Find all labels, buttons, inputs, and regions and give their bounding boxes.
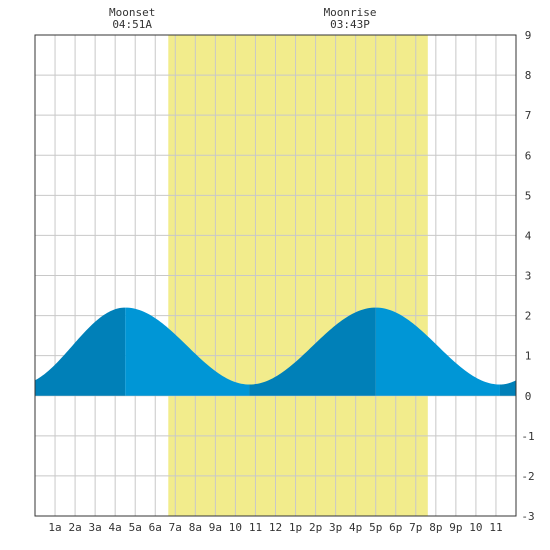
y-tick-label: 6 (525, 149, 532, 162)
y-tick-label: -1 (521, 430, 534, 443)
x-tick-label: 9a (209, 521, 222, 534)
x-tick-label: 11 (249, 521, 262, 534)
x-tick-label: 1a (48, 521, 61, 534)
y-tick-label: 4 (525, 229, 532, 242)
x-tick-label: 6p (389, 521, 402, 534)
x-tick-label: 2p (309, 521, 322, 534)
x-tick-label: 3a (89, 521, 102, 534)
moon-event-time: 03:43P (330, 18, 370, 31)
y-tick-label: -3 (521, 510, 534, 523)
tide-area-falling (125, 307, 250, 396)
x-tick-label: 9p (449, 521, 462, 534)
x-tick-label: 10 (229, 521, 242, 534)
x-tick-label: 12 (269, 521, 282, 534)
x-tick-label: 2a (68, 521, 81, 534)
x-tick-label: 7p (409, 521, 422, 534)
y-tick-label: 3 (525, 270, 532, 283)
x-tick-label: 1p (289, 521, 302, 534)
x-tick-label: 7a (169, 521, 182, 534)
moon-event-label: Moonrise (324, 6, 377, 19)
y-tick-label: 5 (525, 189, 532, 202)
x-tick-label: 11 (489, 521, 502, 534)
tide-area-rising (35, 307, 126, 396)
y-tick-label: -2 (521, 470, 534, 483)
moon-event-time: 04:51A (112, 18, 152, 31)
y-tick-label: 1 (525, 350, 532, 363)
x-tick-label: 10 (469, 521, 482, 534)
tide-area-rising (499, 380, 516, 396)
plot-frame (34, 34, 517, 517)
y-tick-label: 9 (525, 29, 532, 42)
y-tick-label: 7 (525, 109, 532, 122)
y-tick-label: 2 (525, 310, 532, 323)
x-tick-label: 5p (369, 521, 382, 534)
x-tick-label: 4p (349, 521, 362, 534)
y-tick-label: 8 (525, 69, 532, 82)
x-tick-label: 8p (429, 521, 442, 534)
moon-event-label: Moonset (109, 6, 155, 19)
x-tick-label: 6a (149, 521, 162, 534)
tide-area-rising (249, 307, 376, 396)
x-tick-label: 4a (109, 521, 122, 534)
tide-area-falling (375, 307, 500, 396)
x-tick-label: 3p (329, 521, 342, 534)
x-tick-label: 5a (129, 521, 142, 534)
y-tick-label: 0 (525, 390, 532, 403)
x-tick-label: 8a (189, 521, 202, 534)
